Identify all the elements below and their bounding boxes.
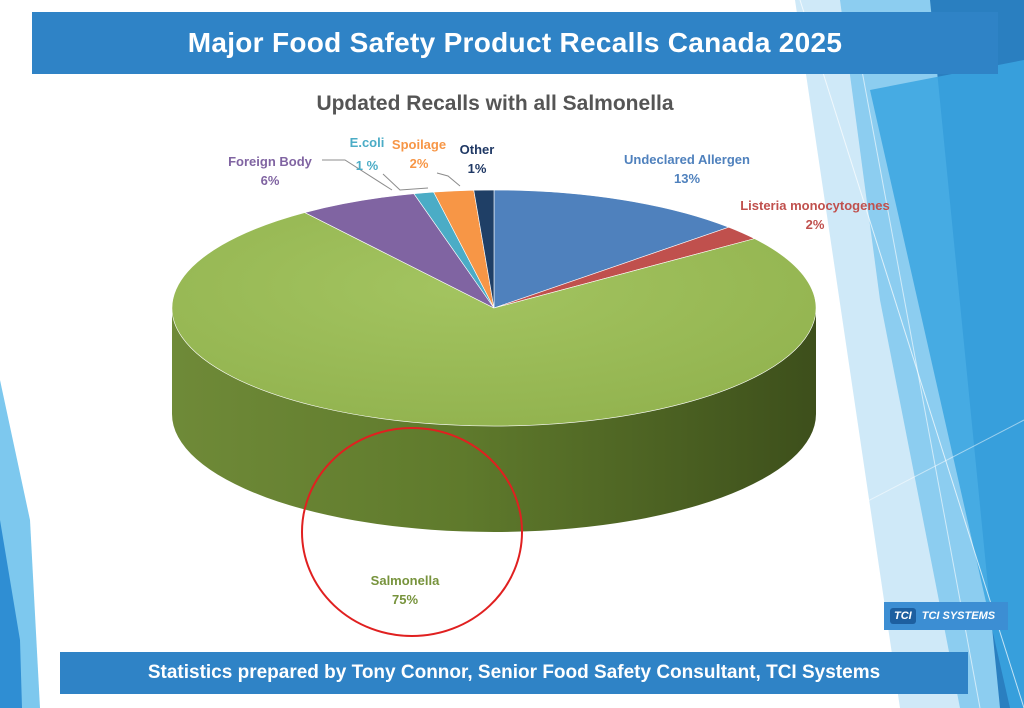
label-spoilage-name: Spoilage [391,137,447,152]
label-other-name: Other [459,142,495,157]
label-other-value: 1% [467,161,487,176]
label-spoilage-value: 2% [409,156,429,171]
label-undeclared-allergen: Undeclared Allergen 13% [612,150,762,188]
label-undeclared-allergen-value: 13% [673,171,701,186]
label-listeria-name: Listeria monocytogenes [740,198,890,213]
leader-line-2 [436,172,461,187]
footer-credit: Statistics prepared by Tony Connor, Seni… [60,652,968,694]
tci-systems-logo: TCI TCI SYSTEMS [884,602,1008,630]
label-other: Other 1% [452,140,502,178]
tci-logo-mark: TCI [890,608,916,624]
label-ecoli-value: 1 % [355,158,379,173]
label-undeclared-allergen-name: Undeclared Allergen [624,152,750,167]
pie-slice-undeclared-allergen [493,189,730,309]
label-listeria-value: 2% [805,217,825,232]
page-title: Major Food Safety Product Recalls Canada… [32,12,998,74]
salmonella-highlight-circle [301,427,523,637]
tci-logo-text: TCI SYSTEMS [921,610,996,622]
pie-slice-other [473,189,495,309]
label-spoilage: Spoilage 2% [386,135,452,173]
pie-slice-salmonella [171,212,817,427]
label-salmonella-name: Salmonella [370,573,440,588]
label-foreign-body-value: 6% [260,173,280,188]
label-foreign-body: Foreign Body 6% [220,152,320,190]
leader-line-0 [322,159,393,191]
label-foreign-body-name: Foreign Body [228,154,312,169]
label-listeria: Listeria monocytogenes 2% [730,196,900,234]
leader-line-1 [382,173,429,191]
label-salmonella-value: 75% [391,592,419,607]
pie-side-salmonella [172,308,816,532]
pie-slice-foreign-body [303,193,495,309]
label-salmonella: Salmonella 75% [350,571,460,609]
chart-title: Updated Recalls with all Salmonella [316,92,674,115]
label-ecoli: E.coli 1 % [342,133,392,175]
label-ecoli-name: E.coli [349,135,385,150]
